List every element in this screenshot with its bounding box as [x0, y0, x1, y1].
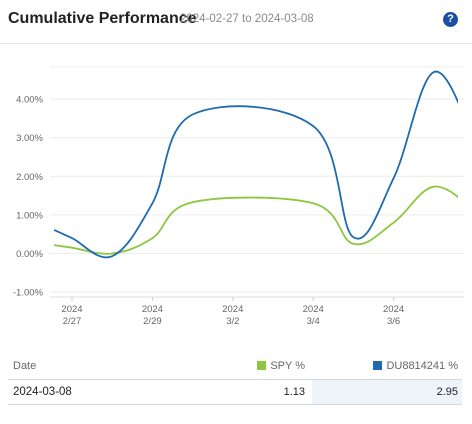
x-tick-year: 2024: [303, 304, 324, 315]
column-spy[interactable]: SPY %: [257, 360, 305, 372]
x-tick-date: 2/29: [143, 316, 162, 327]
series-line-du8814241: [54, 71, 458, 259]
column-spy-label: SPY %: [270, 360, 305, 372]
y-tick-label: 3.00%: [16, 133, 43, 144]
series-line-spy: [54, 185, 458, 255]
chart-title: Cumulative Performance: [8, 10, 197, 27]
du-legend-swatch: [373, 361, 383, 370]
y-tick-label: 4.00%: [16, 95, 43, 106]
y-tick-label: 0.00%: [16, 249, 43, 260]
date-range: 2024-02-27 to 2024-03-08: [180, 13, 314, 25]
row-du-value: 2.95: [436, 386, 458, 398]
panel-header: Cumulative Performance 2024-02-27 to 202…: [0, 0, 472, 44]
column-date: Date: [13, 360, 37, 372]
row-date: 2024-03-08: [13, 386, 72, 398]
x-tick-date: 3/4: [307, 316, 320, 327]
x-tick-date: 3/2: [226, 316, 239, 327]
x-tick-year: 2024: [222, 304, 243, 315]
data-table: Date SPY % DU8814241 % 2024-03-08 1.13 2…: [8, 353, 462, 405]
y-tick-label: 2.00%: [16, 172, 43, 183]
x-tick-date: 2/27: [63, 316, 82, 327]
series-lines: [54, 71, 458, 259]
y-axis-ticks: -1.00% 0.00% 1.00% 2.00% 3.00% 4.00%: [13, 95, 44, 299]
y-tick-label: -1.00%: [13, 288, 44, 299]
help-icon[interactable]: ?: [443, 12, 458, 27]
x-tick-date: 3/6: [387, 316, 400, 327]
table-header: Date SPY % DU8814241 %: [8, 353, 462, 380]
x-tick-year: 2024: [142, 304, 163, 315]
column-du8814241[interactable]: DU8814241 %: [373, 360, 458, 372]
column-du-label: DU8814241 %: [386, 360, 458, 372]
row-spy-value: 1.13: [283, 386, 305, 398]
spy-legend-swatch: [257, 361, 267, 370]
performance-chart: -1.00%0.00%1.00%2.00%3.00%4.00% 20242/27…: [13, 66, 464, 327]
grid-lines: [50, 66, 464, 298]
table-row: 2024-03-08 1.13 2.95: [8, 380, 462, 405]
x-tick-year: 2024: [383, 304, 404, 315]
y-tick-label: 1.00%: [16, 210, 43, 221]
x-tick-year: 2024: [61, 304, 82, 315]
row-du-cell: 2.95: [312, 380, 462, 404]
